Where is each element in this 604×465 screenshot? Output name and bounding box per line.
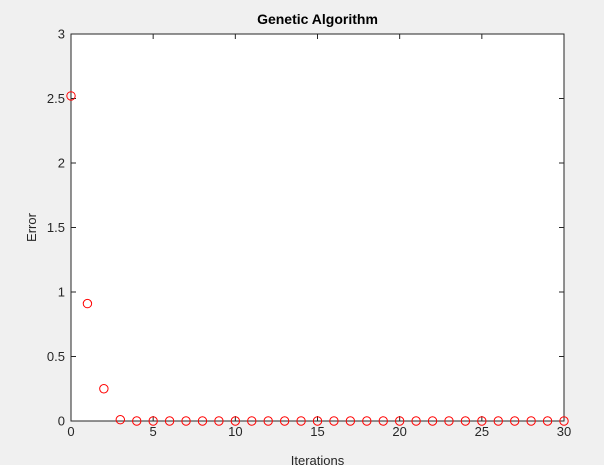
data-point	[444, 416, 454, 426]
data-point	[427, 416, 438, 426]
data-point	[230, 416, 241, 426]
x-tick-label: 30	[557, 424, 571, 439]
x-tick-label: 5	[150, 424, 157, 439]
data-point	[378, 416, 388, 426]
data-point	[394, 416, 405, 426]
data-point	[197, 416, 208, 426]
data-point	[99, 384, 109, 394]
data-point	[247, 416, 257, 426]
data-point	[66, 91, 76, 101]
data-point	[164, 416, 175, 426]
x-tick-label: 0	[67, 424, 74, 439]
y-tick-label: 3	[58, 27, 65, 42]
x-axis-label: Iterations	[291, 453, 345, 465]
x-tick-label: 15	[310, 424, 324, 439]
data-point	[181, 416, 191, 426]
data-point	[115, 415, 126, 425]
data-point	[214, 416, 224, 426]
y-axis-label: Error	[24, 212, 39, 242]
data-point	[312, 416, 323, 426]
plot-area	[70, 33, 565, 422]
y-tick-label: 0.5	[47, 349, 65, 364]
ticks-layer: 0 5 10 15 20 25 30 0 0.5 1 1.5 2 2.5 3	[47, 27, 571, 440]
y-tick-label: 2	[58, 156, 65, 171]
data-point	[279, 416, 290, 426]
markers-layer	[66, 91, 569, 426]
x-tick-label: 20	[392, 424, 406, 439]
data-point	[82, 298, 93, 309]
data-point	[493, 416, 503, 426]
data-point	[510, 416, 520, 426]
y-tick-label: 2.5	[47, 91, 65, 106]
data-point	[132, 416, 142, 426]
data-point	[477, 416, 487, 426]
y-tick-label: 1	[58, 285, 65, 300]
data-point	[526, 416, 536, 426]
x-tick-label: 10	[228, 424, 242, 439]
data-point	[345, 416, 356, 426]
data-point	[263, 416, 273, 426]
data-point	[329, 416, 339, 426]
data-point	[411, 416, 421, 426]
data-point	[296, 416, 306, 426]
data-point	[148, 416, 158, 426]
data-point	[542, 416, 553, 426]
y-tick-label: 1.5	[47, 220, 65, 235]
chart-title: Genetic Algorithm	[257, 11, 378, 27]
x-tick-label: 25	[475, 424, 489, 439]
y-tick-label: 0	[58, 414, 65, 429]
data-point	[362, 416, 372, 426]
data-point	[460, 416, 471, 426]
data-point	[559, 416, 569, 426]
